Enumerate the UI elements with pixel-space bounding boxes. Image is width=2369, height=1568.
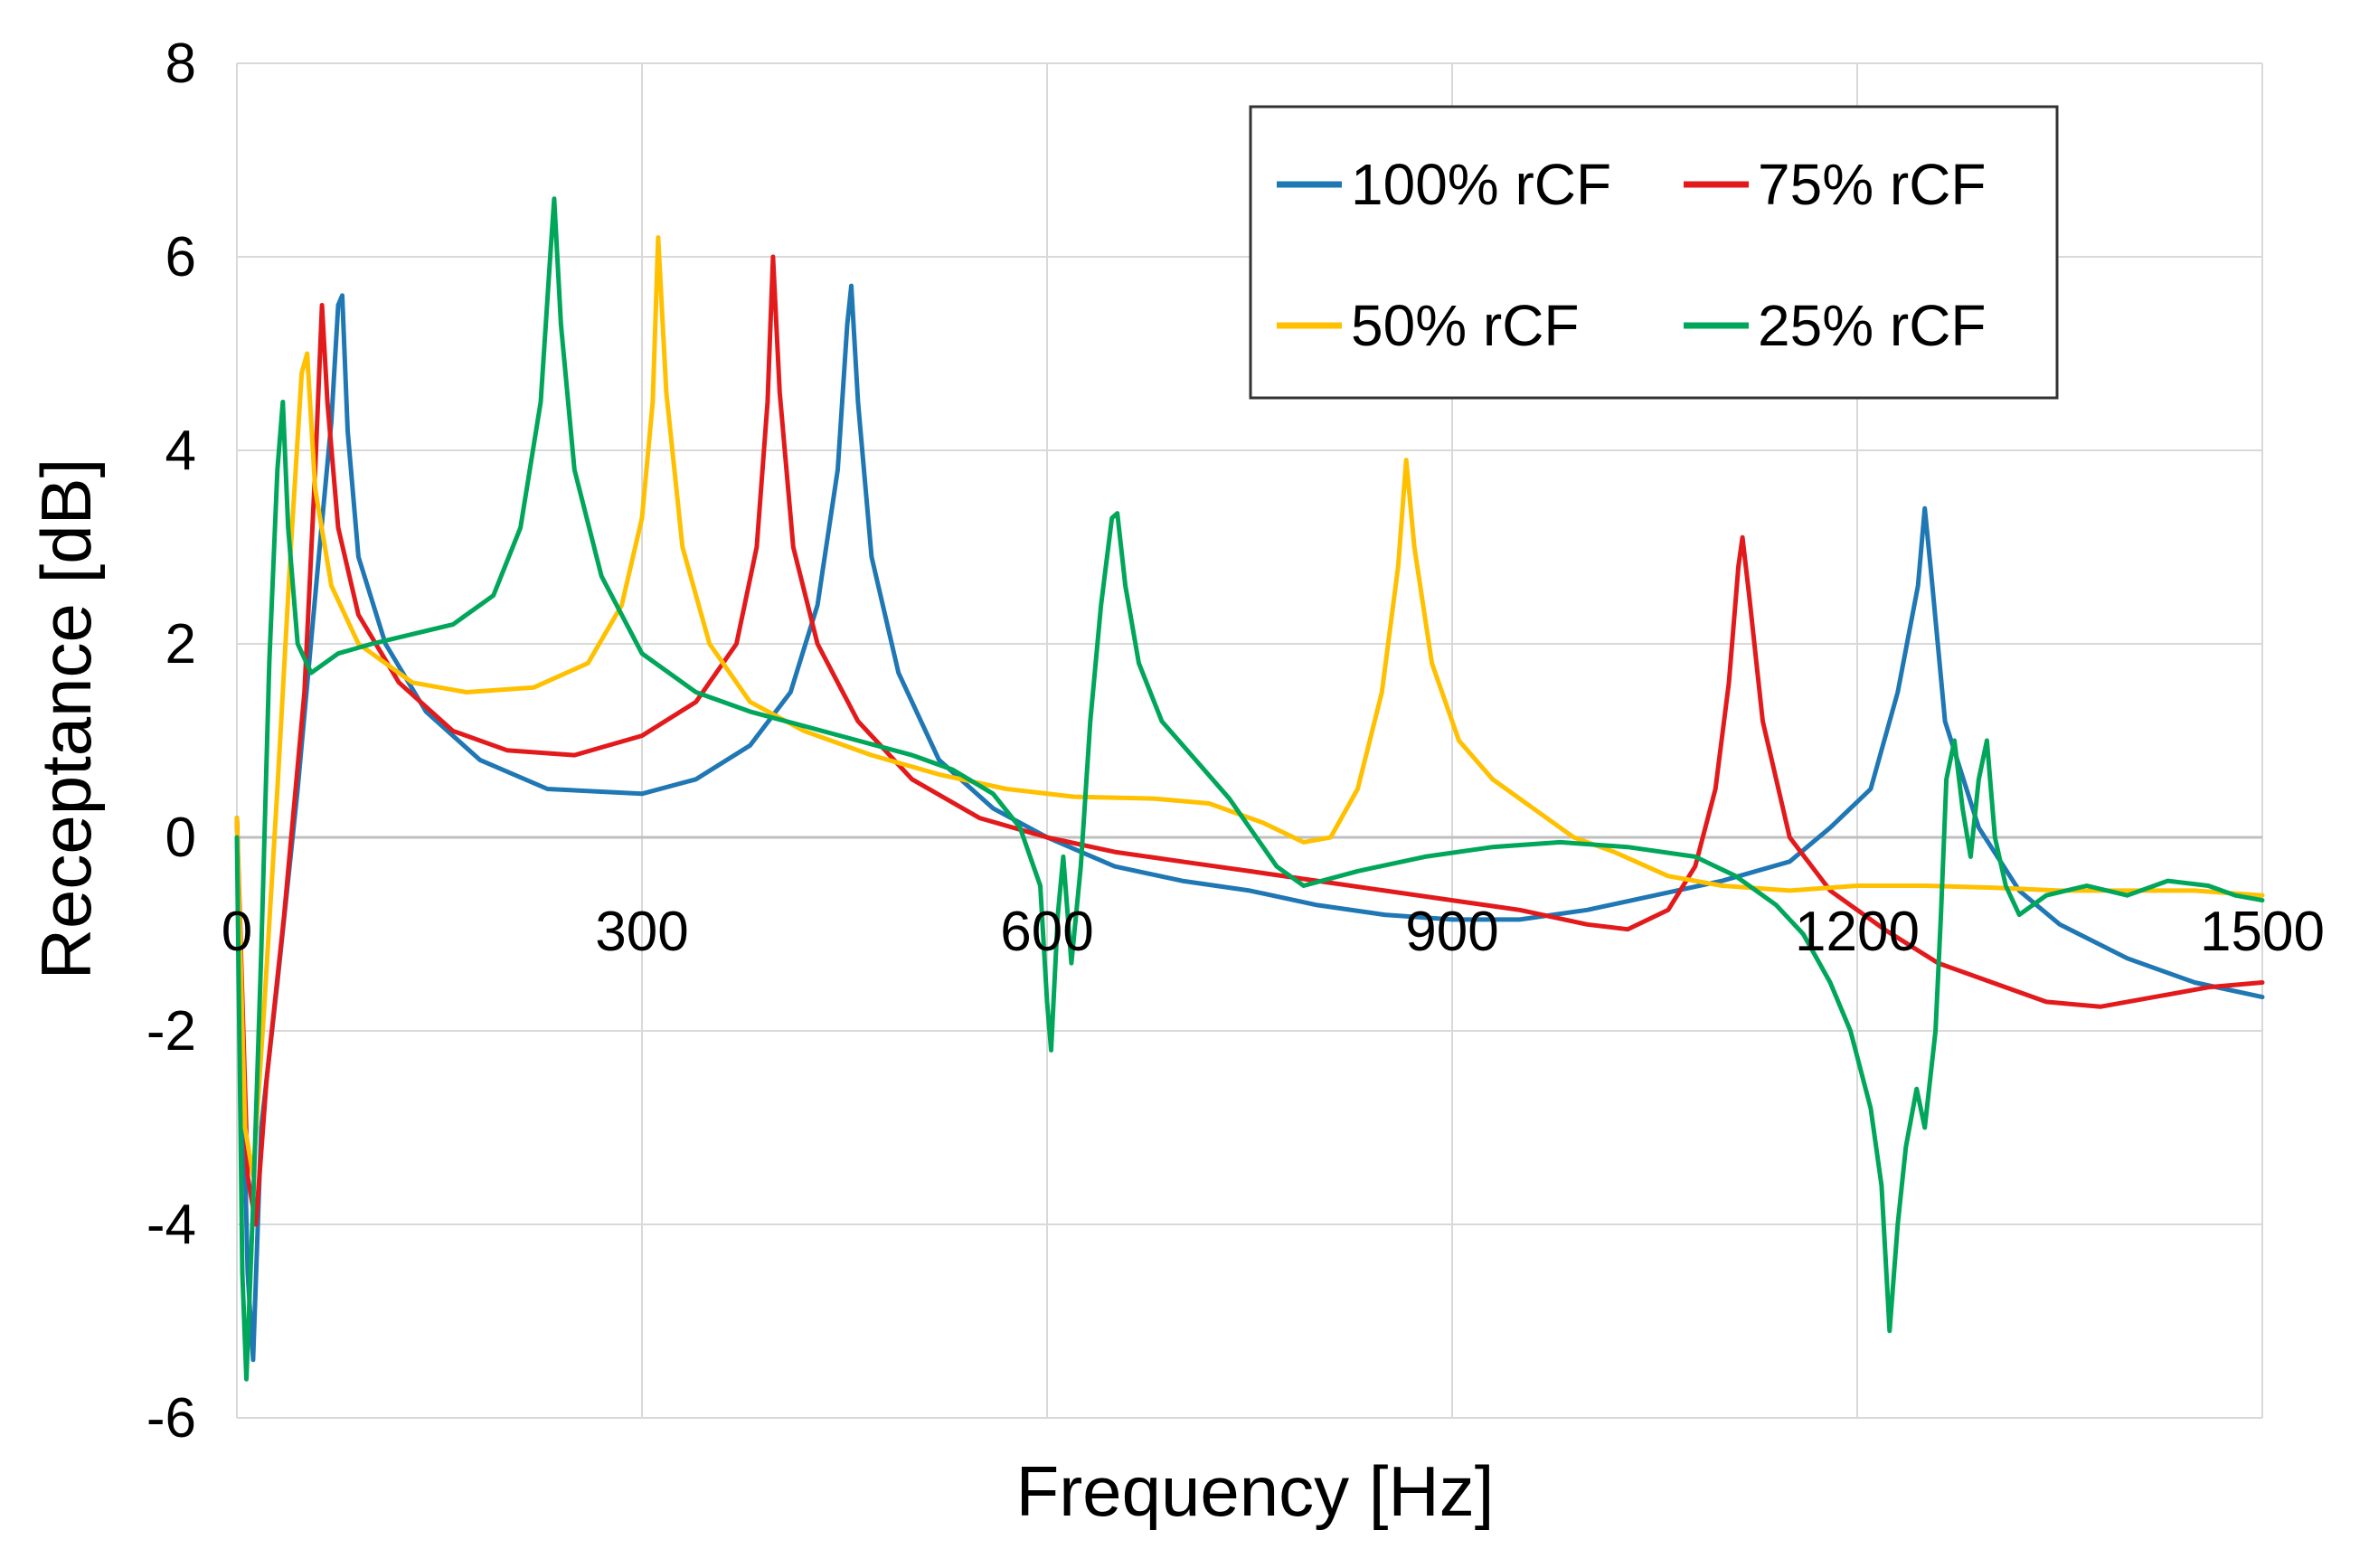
legend-label-75: 75% rCF [1758, 152, 1987, 217]
y-tick-label-0: 0 [165, 807, 196, 869]
x-tick-label-900: 900 [1405, 901, 1498, 963]
y-tick-label-4: 4 [165, 420, 196, 482]
y-tick-label--2: -2 [146, 1000, 196, 1063]
series-line-100-rcf [234, 283, 2265, 1363]
y-tick-label-8: 8 [165, 33, 196, 95]
tick-labels: -6 -4 -2 0 2 4 6 8 0 300 600 900 1200 1500 [146, 33, 2325, 1450]
legend-box [1249, 105, 2059, 400]
y-tick-label--4: -4 [146, 1194, 196, 1256]
x-tick-label-0: 0 [222, 901, 252, 963]
legend: 100% rCF 75% rCF 50% rCF 25% rCF [1249, 105, 2059, 400]
x-tick-label-1200: 1200 [1795, 901, 1920, 963]
y-tick-label--6: -6 [146, 1387, 196, 1450]
legend-label-50: 50% rCF [1351, 293, 1580, 358]
x-tick-label-300: 300 [595, 901, 688, 963]
x-tick-label-1500: 1500 [2200, 901, 2325, 963]
y-tick-label-2: 2 [165, 613, 196, 675]
y-axis-title: Receptance [dB] [26, 458, 106, 980]
y-tick-label-6: 6 [165, 226, 196, 288]
legend-label-25: 25% rCF [1758, 293, 1987, 358]
series-line-50-rcf [234, 235, 2265, 1178]
series-line-25-rcf [234, 196, 2265, 1382]
x-tick-label-600: 600 [1000, 901, 1093, 963]
series-line-75-rcf [234, 254, 2265, 1227]
x-axis-title: Frequency [Hz] [1016, 1451, 1495, 1531]
legend-label-100: 100% rCF [1351, 152, 1611, 217]
series-lines [234, 196, 2265, 1382]
